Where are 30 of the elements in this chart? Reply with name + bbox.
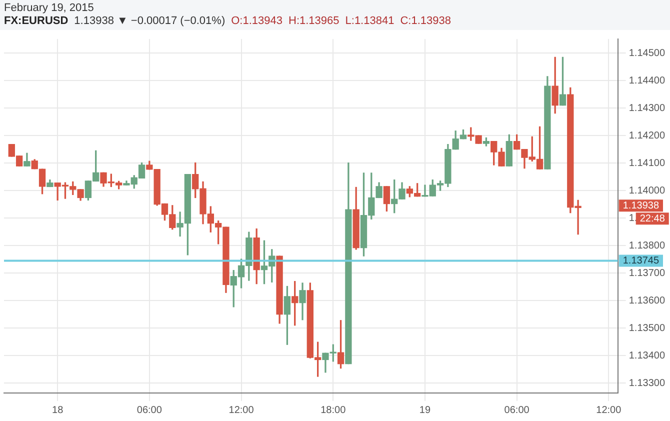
text: H:1.13965 [288,15,340,27]
chart-title: FX:EURUSD [4,15,68,27]
text: C:1.13938 [400,15,451,27]
x-tick-label: 06:00 [136,404,162,416]
text: O:1.13943 [231,15,282,27]
y-tick-label: 1. [628,212,638,224]
y-tick-label: 1.14000 [628,185,666,196]
y-tick-label: 1.13300 [628,378,666,389]
text: February 19, 2015 [4,2,94,14]
x-tick-label: 06:00 [504,404,530,416]
y-tick-label: 1.13400 [628,350,666,362]
x-tick-label: 18:00 [320,404,346,416]
ref-line-label: 1.13745 [622,255,660,266]
y-tick-label: 1.13700 [628,268,666,279]
y-tick-label: 1.14300 [628,102,666,114]
x-tick-label: 12:00 [228,404,254,416]
text: 22:48 [640,213,666,224]
x-tick-label: 18 [52,404,64,416]
y-tick-label: 1.14100 [628,158,666,169]
y-tick-label: 1.14500 [628,48,666,59]
y-tick-label: 1.13600 [628,295,666,306]
y-tick-label: 1.13500 [628,322,666,334]
chart-subtitle: 1.13938 ▼ −0.00017 (−0.01%) [74,15,226,27]
text: 1.13938 [622,200,660,212]
y-tick-label: 1.13800 [628,240,666,252]
y-tick-label: 1.14200 [628,130,666,142]
text: L:1.13841 [345,15,394,27]
x-tick-label: 19 [419,404,431,416]
y-tick-label: 1.14400 [628,75,666,86]
x-tick-label: 12:00 [596,404,622,416]
